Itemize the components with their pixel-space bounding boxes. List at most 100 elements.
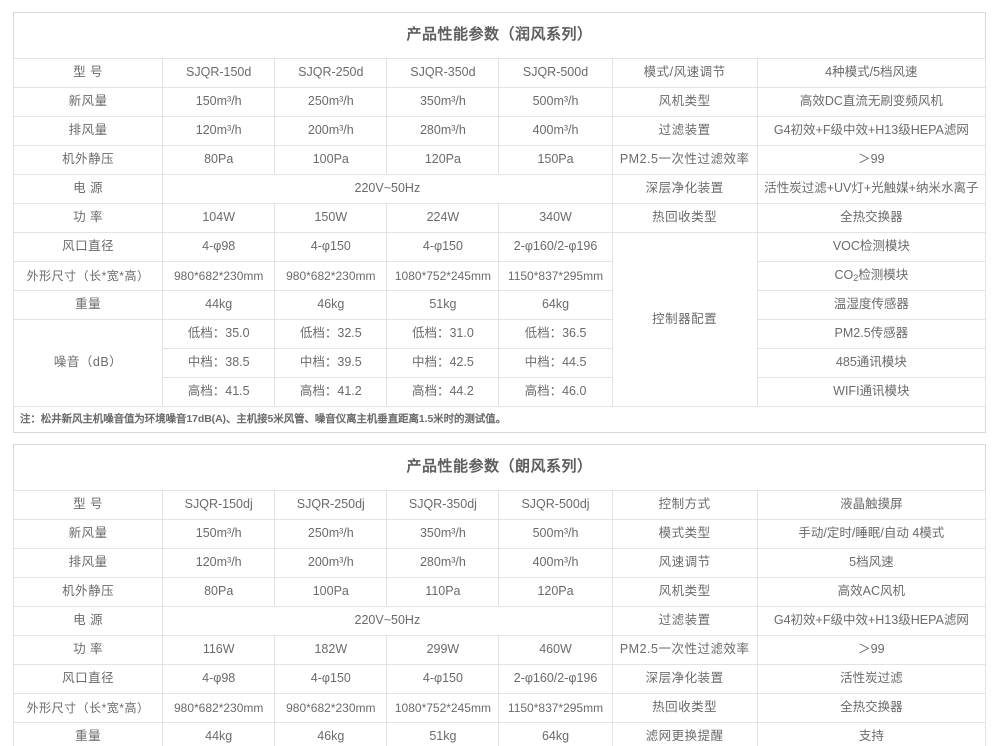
cell-fresh-air-4: 500m³/h [498,519,613,549]
cell-model-2: SJQR-250d [274,58,388,88]
table-row: 功 率 116W 182W 299W 460W PM2.5一次性过滤效率 ＞99 [12,635,987,665]
right-value-8: 支持 [756,722,987,746]
spec-table-langfeng: 产品性能参数（朗风系列） 型 号 SJQR-150dj SJQR-250dj S… [12,444,987,746]
right-value-5: ＞99 [756,635,987,665]
cell-vent-diameter-1: 4-φ98 [162,664,276,694]
table-row: 新风量 150m³/h 250m³/h 350m³/h 500m³/h 模式类型… [12,519,987,549]
right-key-4: 深层净化装置 [611,174,758,204]
cell-vent-diameter-3: 4-φ150 [386,232,500,262]
cell-exhaust-air-3: 280m³/h [386,548,500,578]
cell-dimensions-4: 1150*837*295mm [498,693,613,723]
table-row: 中档：38.5 中档：39.5 中档：42.5 中档：44.5 485通讯模块 [14,348,987,378]
cell-noise-low-3: 低档：31.0 [386,319,500,349]
cell-exhaust-air-3: 280m³/h [386,116,500,146]
table-row: 风口直径 4-φ98 4-φ150 4-φ150 2-φ160/2-φ196 控… [12,232,987,407]
cell-model-2: SJQR-250dj [274,490,388,520]
right-key-2: 风速调节 [611,548,758,578]
cell-noise-low-2: 低档：32.5 [274,319,388,349]
row-label-static-pressure: 机外静压 [12,577,164,607]
right-value-0: 液晶触摸屏 [756,490,987,520]
cell-fresh-air-3: 350m³/h [386,87,500,117]
table-row: 新风量 150m³/h 250m³/h 350m³/h 500m³/h 风机类型… [12,87,987,117]
right-key-0: 模式/风速调节 [611,58,758,88]
cell-weight-1: 44kg [162,722,276,746]
table-row: 噪音（dB） 低档：35.0 低档：32.5 低档：31.0 低档：36.5 P… [12,319,987,407]
right-value-4: 活性炭过滤+UV灯+光触媒+纳米水离子 [756,174,987,204]
row-label-model: 型 号 [12,58,164,88]
cell-weight-2: 46kg [274,290,388,320]
controller-value-1: CO2检测模块 [756,261,987,291]
right-value-2: G4初效+F级中效+H13级HEPA滤网 [756,116,987,146]
cell-weight-2: 46kg [274,722,388,746]
row-label-fresh-air: 新风量 [12,519,164,549]
row-label-exhaust-air: 排风量 [12,548,164,578]
cell-power-3: 299W [386,635,500,665]
right-value-1: 高效DC直流无刷变频风机 [756,87,987,117]
right-key-0: 控制方式 [611,490,758,520]
cell-weight-4: 64kg [498,290,613,320]
row-label-model: 型 号 [12,490,164,520]
right-key-2: 过滤装置 [611,116,758,146]
cell-noise-mid-1: 中档：38.5 [162,348,276,378]
cell-model-4: SJQR-500dj [498,490,613,520]
cell-power-4: 340W [498,203,613,233]
cell-noise-high-2: 高档：41.2 [274,377,388,407]
cell-exhaust-air-4: 400m³/h [498,116,613,146]
right-value-3: 高效AC风机 [756,577,987,607]
cell-vent-diameter-4: 2-φ160/2-φ196 [498,664,613,694]
row-label-dimensions: 外形尺寸（长*宽*高） [12,261,164,291]
table-title: 产品性能参数（润风系列） [13,12,986,59]
cell-static-pressure-1: 80Pa [162,145,276,175]
cell-exhaust-air-1: 120m³/h [162,548,276,578]
cell-fresh-air-2: 250m³/h [274,519,388,549]
right-key-8: 滤网更换提醒 [611,722,758,746]
controller-value-0: VOC检测模块 [756,232,987,262]
right-value-2: 5档风速 [756,548,987,578]
row-label-vent-diameter: 风口直径 [12,232,164,262]
right-value-3: ＞99 [756,145,987,175]
row-label-static-pressure: 机外静压 [12,145,164,175]
cell-weight-4: 64kg [498,722,613,746]
table-row: 机外静压 80Pa 100Pa 120Pa 150Pa PM2.5一次性过滤效率… [12,145,987,175]
table-row: 排风量 120m³/h 200m³/h 280m³/h 400m³/h 过滤装置… [12,116,987,146]
cell-dimensions-3: 1080*752*245mm [386,261,500,291]
table-row: 机外静压 80Pa 100Pa 110Pa 120Pa 风机类型 高效AC风机 [12,577,987,607]
cell-power-1: 104W [162,203,276,233]
spec-table-wrapper-langfeng: 产品性能参数（朗风系列） 型 号 SJQR-150dj SJQR-250dj S… [12,444,987,746]
cell-fresh-air-1: 150m³/h [162,519,276,549]
row-label-power: 功 率 [12,203,164,233]
spec-table-runfeng: 产品性能参数（润风系列） 型 号 SJQR-150d SJQR-250d SJQ… [12,12,987,433]
right-value-6: 活性炭过滤 [756,664,987,694]
row-label-fresh-air: 新风量 [12,87,164,117]
right-key-1: 模式类型 [611,519,758,549]
right-value-0: 4种模式/5档风速 [756,58,987,88]
cell-model-4: SJQR-500d [498,58,613,88]
cell-noise-high-4: 高档：46.0 [498,377,613,407]
cell-model-1: SJQR-150d [162,58,276,88]
right-key-5: PM2.5一次性过滤效率 [611,635,758,665]
table-row: 高档：41.5 高档：41.2 高档：44.2 高档：46.0 WIFI通讯模块 [14,377,987,407]
right-key-3: PM2.5一次性过滤效率 [611,145,758,175]
table-row: 电 源 220V~50Hz 过滤装置 G4初效+F级中效+H13级HEPA滤网 [12,606,987,636]
row-label-vent-diameter: 风口直径 [12,664,164,694]
table-row: 外形尺寸（长*宽*高） 980*682*230mm 980*682*230mm … [12,261,987,291]
table-row: 型 号 SJQR-150d SJQR-250d SJQR-350d SJQR-5… [12,58,987,88]
table-row: 重量 44kg 46kg 51kg 64kg 温湿度传感器 [12,290,987,320]
table-title-row: 产品性能参数（朗风系列） [13,444,986,491]
cell-dimensions-4: 1150*837*295mm [498,261,613,291]
row-label-noise: 噪音（dB） [12,319,164,407]
cell-exhaust-air-4: 400m³/h [498,548,613,578]
cell-vent-diameter-4: 2-φ160/2-φ196 [498,232,613,262]
cell-fresh-air-2: 250m³/h [274,87,388,117]
right-value-4: G4初效+F级中效+H13级HEPA滤网 [756,606,987,636]
table-title-row: 产品性能参数（润风系列） [13,12,986,59]
right-value-1: 手动/定时/睡眠/自动 4模式 [756,519,987,549]
cell-dimensions-2: 980*682*230mm [274,261,388,291]
cell-weight-3: 51kg [386,290,500,320]
cell-dimensions-1: 980*682*230mm [162,693,276,723]
cell-vent-diameter-2: 4-φ150 [274,232,388,262]
cell-power-1: 116W [162,635,276,665]
cell-weight-3: 51kg [386,722,500,746]
cell-power-4: 460W [498,635,613,665]
